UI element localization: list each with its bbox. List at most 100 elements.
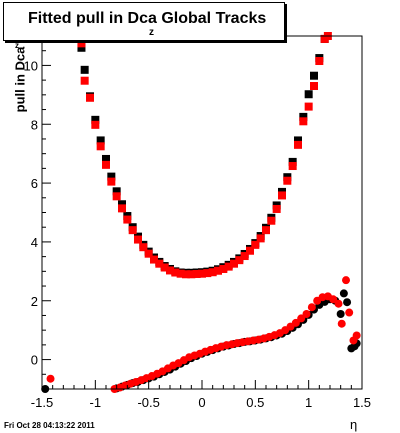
x-tick-label: 0 [198,395,205,410]
data-point-1-22 [192,269,201,278]
data-point-3-46 [345,308,354,317]
data-point-1-24 [203,269,212,278]
x-tick-label: -0.5 [137,395,159,410]
data-point-1-6 [107,177,116,186]
data-point-1-25 [208,268,217,277]
chart-title-suffix: Global Tracks [156,10,267,27]
data-point-0-7 [112,187,121,196]
data-point-1-35 [262,226,270,235]
data-point-0-4 [96,136,105,145]
axes: -1.5 -1 -0.5 0 0.5 1 1.5 0 2 4 6 8 10 [24,35,371,410]
x-tick-label: 1 [305,395,312,410]
data-marks [41,32,361,393]
data-point-1-0 [77,39,86,48]
y-axis-label: pull in Dca [12,46,28,113]
data-point-1-10 [128,226,137,235]
x-tick-label: -1 [90,395,102,410]
data-point-3-35 [291,318,300,327]
data-point-1-27 [219,264,228,273]
data-point-2-44 [339,289,348,298]
series-1-upper [77,32,332,279]
y-tick-label: 4 [31,235,38,250]
data-point-1-14 [150,255,158,264]
data-point-2-45 [343,298,352,307]
data-point-1-12 [139,243,148,252]
data-point-1-2 [86,93,94,102]
data-point-3-36 [297,314,306,323]
data-point-0-8 [118,200,126,209]
data-point-1-30 [235,256,244,265]
data-point-3-48 [352,331,361,340]
data-point-1-33 [251,240,260,249]
chart-title: Fitted pull in Dca [28,10,157,27]
data-point-1-5 [102,160,110,169]
x-tick-label: -1.5 [31,395,53,410]
data-point-1-21 [187,270,196,279]
data-point-0-6 [107,172,116,181]
y-tick-label: 0 [31,353,38,368]
data-point-1-4 [96,142,105,151]
chart-title-subscript: z [149,27,154,38]
data-point-0-43 [304,90,313,99]
data-point-1-38 [278,191,286,200]
series-3-lower [46,276,361,393]
x-tick-label: 1.5 [353,395,371,410]
data-point-1-18 [171,268,180,277]
data-point-1-7 [112,192,121,201]
data-point-2-43 [336,309,345,318]
chart-title-box: Fitted pull in Dca Global Tracks z [3,2,285,41]
data-point-1-43 [304,102,313,111]
data-point-0-5 [102,154,110,163]
data-point-1-37 [272,204,281,213]
data-point-1-20 [182,270,190,279]
data-point-1-32 [246,246,254,255]
y-tick-label: 10 [24,58,38,73]
data-point-1-1 [80,76,89,85]
data-point-0-41 [294,136,302,145]
data-point-1-23 [198,269,206,278]
data-point-1-8 [118,204,126,213]
data-point-0-42 [299,112,308,121]
timestamp-footer: Fri Oct 28 04:13:22 2011 [4,421,95,430]
y-tick-label: 2 [31,294,38,309]
data-point-1-28 [224,262,233,271]
data-point-3-37 [302,309,311,318]
data-point-3-0 [46,374,55,383]
data-point-1-3 [91,120,100,129]
data-point-0-0 [77,43,86,52]
data-point-1-40 [288,162,297,171]
data-point-1-39 [283,176,292,185]
data-point-1-44 [310,82,318,91]
y-tick-label: 6 [31,176,38,191]
data-point-1-9 [123,215,132,224]
data-point-1-41 [294,140,302,149]
data-point-3-38 [307,303,316,312]
x-axis-label: η [350,417,358,432]
data-point-1-42 [299,117,308,126]
y-tick-label: 8 [31,117,38,132]
data-point-1-15 [155,259,164,268]
x-tick-label: 0.5 [246,395,264,410]
data-point-1-19 [176,269,185,278]
data-point-3-42 [329,295,338,304]
data-point-1-13 [144,249,153,258]
data-point-0-1 [80,65,89,74]
data-point-1-17 [166,266,174,275]
data-point-1-36 [267,216,276,225]
series-0-upper [77,34,329,277]
data-point-3-44 [337,319,346,328]
data-point-1-11 [134,235,142,244]
y-axis-label-subscript: z [15,41,19,50]
data-point-1-16 [160,263,169,272]
data-point-3-45 [342,276,350,285]
data-point-0-40 [288,157,297,166]
data-point-1-34 [256,234,265,243]
data-point-1-45 [315,57,324,66]
data-point-1-26 [214,266,222,275]
data-point-1-31 [240,252,249,261]
data-point-1-29 [230,259,238,268]
data-point-3-43 [334,299,343,308]
data-point-0-44 [310,71,318,80]
data-point-0-3 [91,115,100,124]
